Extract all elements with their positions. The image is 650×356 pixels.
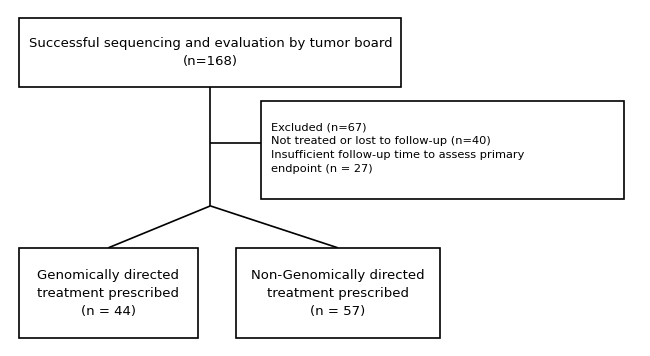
FancyBboxPatch shape (261, 101, 625, 199)
Text: Successful sequencing and evaluation by tumor board
(n=168): Successful sequencing and evaluation by … (29, 37, 392, 68)
Text: Genomically directed
treatment prescribed
(n = 44): Genomically directed treatment prescribe… (38, 269, 179, 318)
FancyBboxPatch shape (236, 248, 439, 339)
FancyBboxPatch shape (20, 248, 198, 339)
FancyBboxPatch shape (20, 17, 402, 87)
Text: Non-Genomically directed
treatment prescribed
(n = 57): Non-Genomically directed treatment presc… (251, 269, 424, 318)
Text: Excluded (n=67)
Not treated or lost to follow-up (n=40)
Insufficient follow-up t: Excluded (n=67) Not treated or lost to f… (271, 122, 525, 174)
